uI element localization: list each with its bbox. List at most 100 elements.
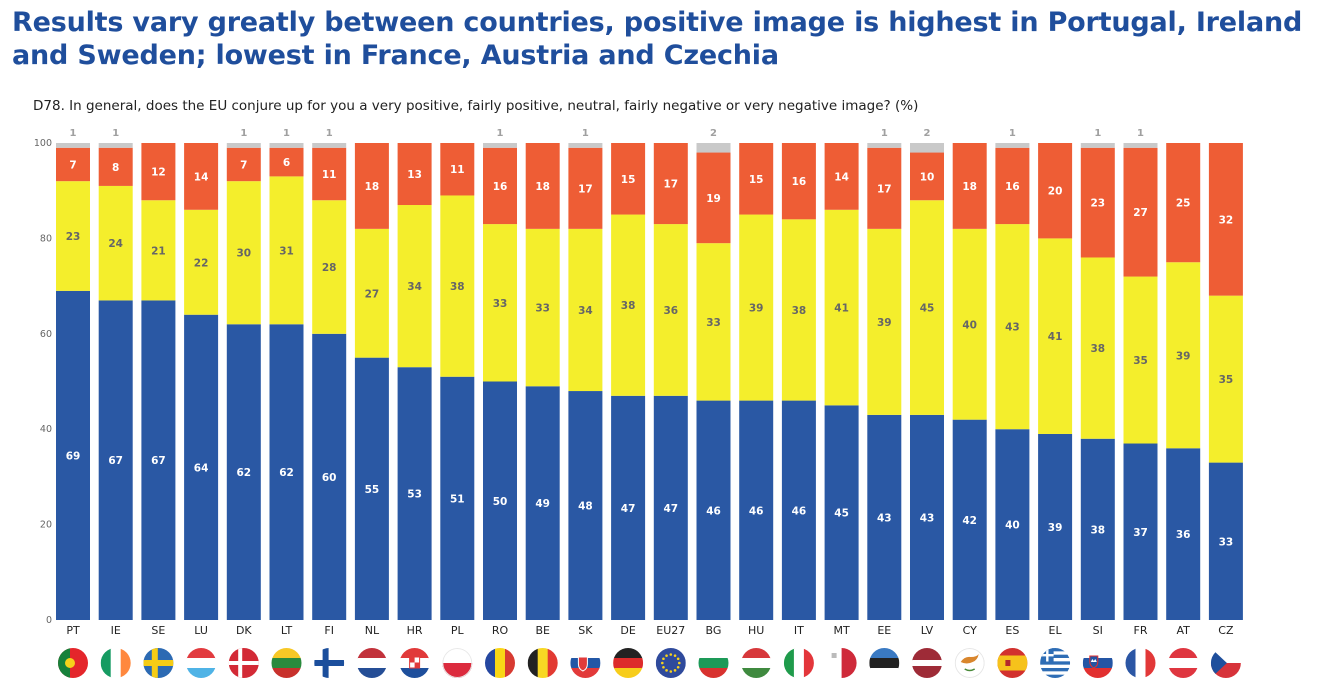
data-label-neutral: 38 [1090,343,1105,355]
data-label-dk: 1 [283,128,290,139]
data-label-dk: 2 [710,128,717,139]
data-label-positive: 33 [1219,536,1234,548]
x-tick-label: BE [535,624,550,637]
x-tick-label: IT [794,624,804,637]
bar-neutral-be [525,228,560,387]
data-label-dk: 1 [326,128,333,139]
data-label-negative: 17 [877,183,892,195]
bar-positive-bg [696,400,731,620]
data-label-positive: 40 [1005,520,1020,532]
flag-de-icon [613,648,644,678]
bar-dk-sk [568,143,603,148]
data-label-negative: 16 [792,176,807,188]
data-label-negative: 23 [1090,198,1105,210]
bar-positive-at [1166,448,1201,620]
bar-positive-mt [824,405,859,620]
data-label-positive: 67 [151,455,166,467]
bar-neutral-sk [568,228,603,392]
data-label-dk: 1 [497,128,504,139]
flag-ro-icon [485,648,515,678]
data-label-positive: 45 [834,508,849,520]
data-label-dk: 1 [582,128,589,139]
bar-neutral-hr [397,205,432,368]
bar-negative-hu [739,143,774,215]
bar-neutral-lv [910,200,944,415]
data-label-positive: 53 [407,489,422,501]
bar-negative-de [611,143,646,215]
y-tick-label: 60 [40,329,52,340]
data-label-positive: 60 [322,472,337,484]
bar-positive-ee [867,414,902,620]
flag-hr-icon [399,648,430,678]
bar-positive-cy [952,419,987,620]
bar-neutral-fi [312,200,347,334]
flag-si-icon [1082,648,1113,678]
bar-positive-hr [397,367,432,620]
flag-es-icon [997,648,1028,678]
data-label-positive: 46 [749,505,764,517]
data-label-positive: 39 [1048,522,1063,534]
data-label-neutral: 30 [236,248,251,260]
bar-negative-es [995,147,1030,225]
bar-positive-es [995,429,1030,620]
bar-negative-mt [824,143,859,210]
bar-positive-pl [440,376,475,620]
bar-neutral-lu [184,209,219,315]
data-label-negative: 7 [240,159,247,171]
bar-negative-dk [226,147,261,182]
bar-neutral-at [1166,262,1201,449]
flag-cy-icon [954,648,985,678]
data-label-negative: 10 [920,171,935,183]
bar-negative-se [141,143,176,201]
data-label-positive: 48 [578,501,593,513]
bar-positive-fr [1123,443,1158,620]
x-tick-label: EU27 [656,624,685,637]
x-tick-label: SE [151,624,165,637]
data-label-positive: 55 [365,484,380,496]
x-tick-label: IE [111,624,121,637]
bar-dk-bg [696,143,731,153]
bar-negative-pt [56,147,90,182]
bar-negative-cy [952,143,987,229]
bar-positive-se [141,300,176,620]
flag-lt-icon [271,648,302,678]
chart-title: Results vary greatly between countries, … [12,7,1303,71]
x-tick-label: HU [748,624,764,637]
flag-bg-icon [698,648,729,678]
data-label-positive: 47 [663,503,678,515]
data-label-negative: 12 [151,167,166,179]
data-label-positive: 69 [66,450,81,462]
data-label-negative: 16 [1005,181,1020,193]
data-label-negative: 6 [283,157,290,169]
x-tick-label: BG [706,624,722,637]
bar-negative-nl [354,143,389,229]
y-tick-label: 20 [40,520,52,531]
bar-neutral-cz [1208,295,1243,463]
bar-neutral-pl [440,195,475,377]
data-label-dk: 1 [1137,128,1144,139]
data-label-neutral: 43 [1005,322,1020,334]
bar-negative-pl [440,143,475,196]
bar-positive-nl [354,357,389,620]
x-tick-label: CZ [1218,624,1234,637]
data-label-dk: 1 [1094,128,1101,139]
x-tick-label: DE [620,624,635,637]
data-label-negative: 20 [1048,186,1063,198]
bar-neutral-mt [824,209,859,406]
data-label-neutral: 38 [450,281,465,293]
data-label-negative: 14 [834,171,849,183]
bar-neutral-ie [98,185,133,301]
data-label-negative: 7 [69,159,76,171]
data-label-positive: 47 [621,503,636,515]
bar-dk-ee [867,143,902,148]
flag-it-icon [783,648,814,678]
bar-dk-si [1080,143,1115,148]
bar-neutral-lt [269,176,304,325]
bar-positive-ie [98,300,133,620]
data-label-negative: 8 [112,162,119,174]
data-label-neutral: 23 [66,231,81,243]
flag-cz-icon [1210,648,1241,678]
data-label-negative: 11 [322,169,337,181]
y-axis: 0 20 40 60 80 100 [34,138,52,626]
bar-neutral-eu27 [653,224,688,396]
